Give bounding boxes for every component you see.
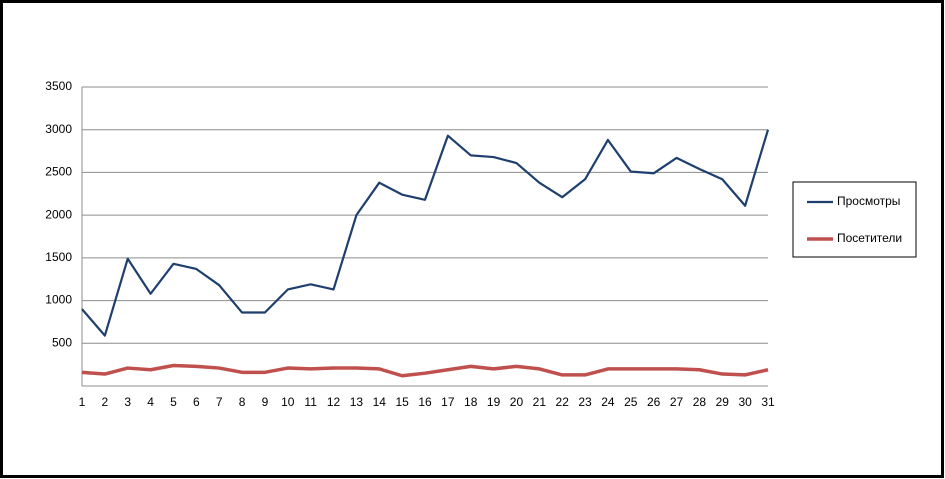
x-tick-label: 6 [193,395,200,409]
x-tick-label: 13 [350,395,364,409]
x-tick-label: 8 [239,395,246,409]
x-tick-label: 23 [578,395,592,409]
legend-box [792,181,917,258]
x-tick-label: 30 [738,395,752,409]
x-tick-label: 24 [601,395,615,409]
series-line [81,363,769,378]
y-tick-label: 1500 [45,250,72,264]
x-tick-label: 1 [79,395,86,409]
x-tick-label: 10 [281,395,295,409]
x-tick-label: 31 [761,395,775,409]
x-tick-label: 29 [716,395,730,409]
x-tick-label: 28 [693,395,707,409]
x-tick-label: 22 [556,395,570,409]
series-line [81,129,770,337]
x-tick-label: 11 [304,395,317,409]
x-tick-label: 25 [624,395,638,409]
x-tick-label: 2 [102,395,109,409]
y-tick-label: 2500 [45,165,72,179]
x-tick-label: 21 [533,395,547,409]
x-tick-label: 16 [418,395,432,409]
x-tick-label: 26 [647,395,661,409]
x-tick-label: 19 [487,395,501,409]
x-tick-label: 15 [395,395,409,409]
legend-label: Просмотры [837,194,900,208]
x-tick-label: 27 [670,395,684,409]
x-tick-label: 17 [441,395,455,409]
y-tick-label: 3500 [45,79,72,93]
x-tick-label: 7 [216,395,223,409]
x-tick-label: 4 [147,395,154,409]
y-tick-label: 2000 [45,207,72,221]
y-tick-label: 500 [52,335,72,349]
x-tick-label: 9 [262,395,269,409]
legend-label: Посетители [837,231,902,245]
x-tick-label: 20 [510,395,524,409]
x-tick-label: 5 [170,395,177,409]
y-tick-label: 1000 [45,293,72,307]
x-tick-label: 3 [124,395,131,409]
y-tick-label: 3000 [45,122,72,136]
x-tick-label: 12 [327,395,341,409]
x-tick-label: 14 [373,395,387,409]
legend [792,181,917,258]
x-tick-label: 18 [464,395,478,409]
